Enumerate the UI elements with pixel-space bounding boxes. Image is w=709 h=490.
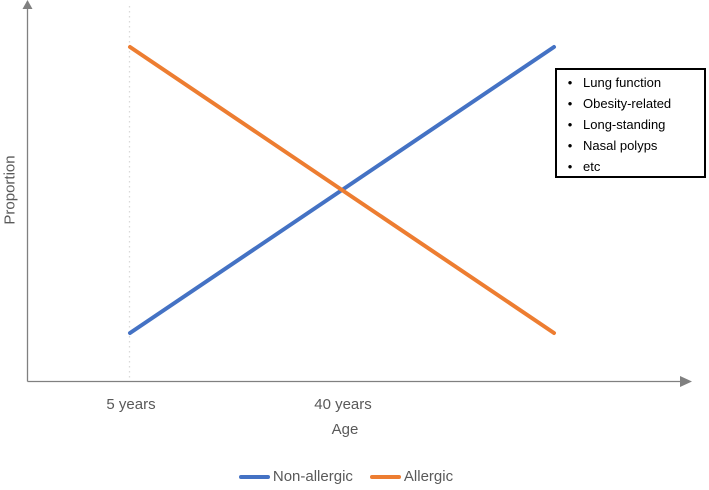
bullet-icon: •: [567, 138, 573, 153]
bullet-icon: •: [567, 75, 573, 90]
annotation-item-label: etc: [583, 159, 601, 174]
x-axis-title: Age: [331, 421, 359, 438]
annotation-item: • Lung function: [563, 72, 700, 93]
bullet-icon: •: [567, 117, 573, 132]
legend-item-allergic: Allergic: [369, 468, 454, 485]
legend-label-allergic: Allergic: [403, 468, 454, 485]
y-axis-arrowhead: [22, 0, 33, 9]
allergic-swatch-icon: [369, 474, 401, 479]
chart-legend: Non-allergic Allergic: [0, 468, 692, 485]
legend-item-non-allergic: Non-allergic: [238, 468, 353, 485]
y-axis-title: Proportion: [1, 155, 19, 225]
annotation-item: • Nasal polyps: [563, 135, 700, 156]
x-axis-arrowhead: [680, 376, 692, 387]
annotation-box: • Lung function • Obesity-related • Long…: [555, 68, 706, 178]
x-tick-40-years: 40 years: [314, 396, 372, 413]
annotation-item: • etc: [563, 156, 700, 177]
x-tick-5-years: 5 years: [106, 396, 156, 413]
annotation-item: • Long-standing: [563, 114, 700, 135]
bullet-icon: •: [567, 96, 573, 111]
annotation-item-label: Lung function: [583, 75, 662, 90]
allergic-line: [128, 45, 556, 335]
annotation-item-label: Nasal polyps: [583, 138, 658, 153]
annotation-item: • Obesity-related: [563, 93, 700, 114]
annotation-item-label: Long-standing: [583, 117, 666, 132]
legend-label-non-allergic: Non-allergic: [272, 468, 353, 485]
non-allergic-swatch-icon: [238, 474, 270, 479]
annotation-item-label: Obesity-related: [583, 96, 672, 111]
bullet-icon: •: [567, 159, 573, 174]
